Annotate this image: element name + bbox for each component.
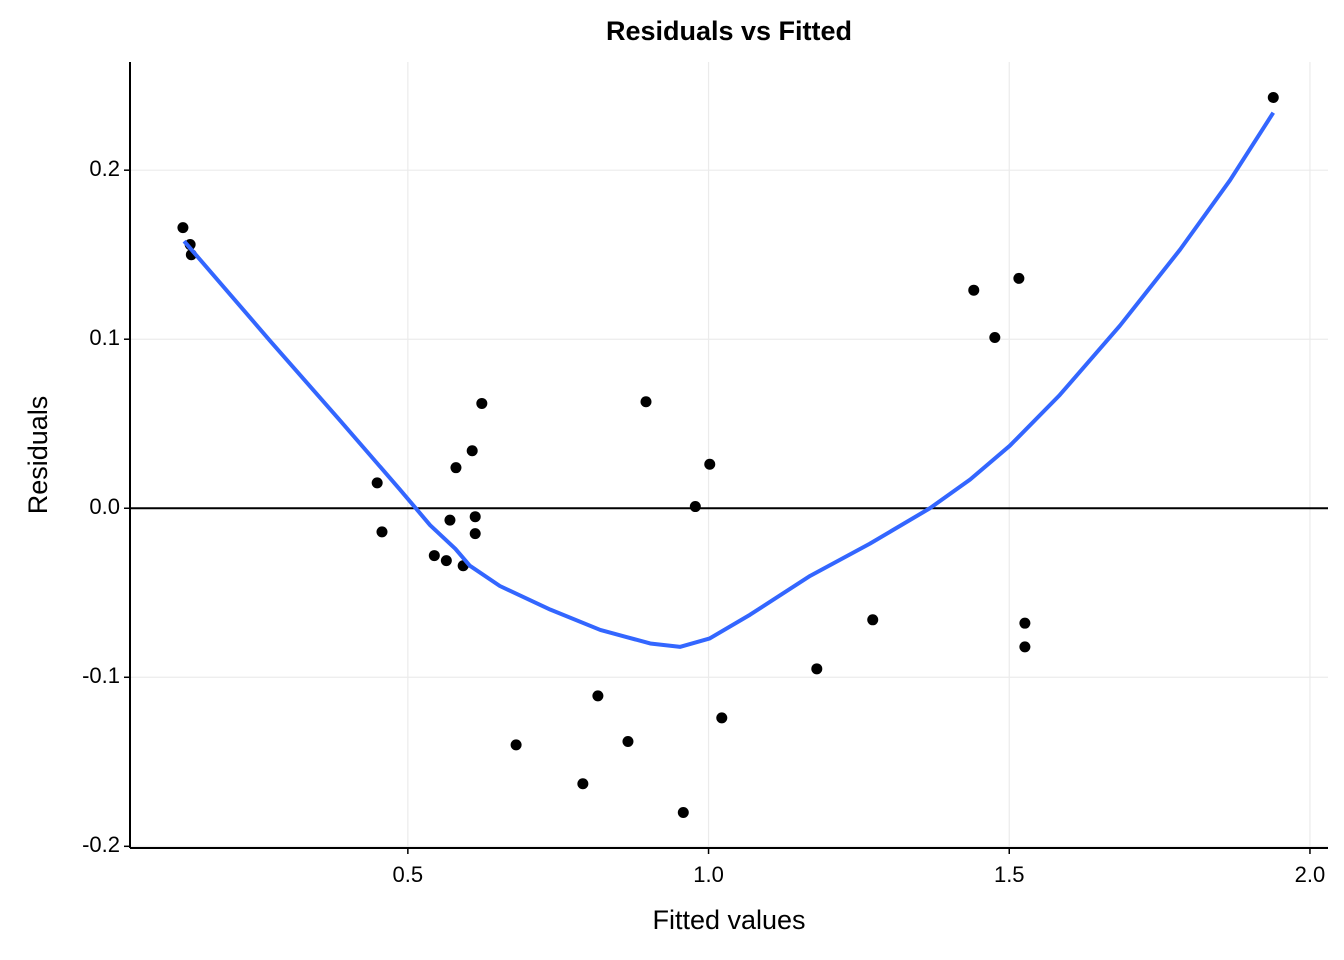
point	[376, 526, 388, 538]
point	[592, 690, 604, 702]
x-tick-label: 1.5	[994, 862, 1025, 887]
point	[469, 511, 481, 523]
x-tick-label: 2.0	[1295, 862, 1326, 887]
point	[640, 396, 652, 408]
point	[440, 555, 452, 567]
y-tick-label: 0.2	[89, 156, 120, 181]
point	[1013, 272, 1025, 284]
point	[476, 397, 488, 409]
y-tick-label: -0.1	[82, 663, 120, 688]
point	[704, 458, 716, 470]
point	[469, 528, 481, 540]
point	[716, 712, 728, 724]
smooth-line	[182, 111, 1275, 649]
point	[371, 477, 383, 489]
x-tick-label: 1.0	[693, 862, 724, 887]
point	[677, 807, 689, 819]
y-tick-label: -0.2	[82, 832, 120, 857]
point	[811, 663, 823, 675]
point	[1019, 617, 1031, 629]
point	[510, 739, 522, 751]
point	[444, 514, 456, 526]
point	[177, 222, 189, 234]
chart-title: Residuals vs Fitted	[606, 16, 852, 46]
point	[577, 778, 589, 790]
point	[1019, 641, 1031, 653]
point	[689, 501, 701, 513]
x-tick-label: 0.5	[393, 862, 424, 887]
y-axis-label: Residuals	[23, 396, 53, 515]
point	[428, 550, 440, 562]
x-axis-label: Fitted values	[652, 905, 805, 935]
point	[989, 332, 1001, 344]
point	[1267, 91, 1279, 103]
y-tick-label: 0.1	[89, 325, 120, 350]
y-tick-label: 0.0	[89, 494, 120, 519]
point	[466, 445, 478, 457]
point	[622, 736, 634, 748]
point	[450, 462, 462, 474]
point	[968, 284, 980, 296]
point	[867, 614, 879, 626]
